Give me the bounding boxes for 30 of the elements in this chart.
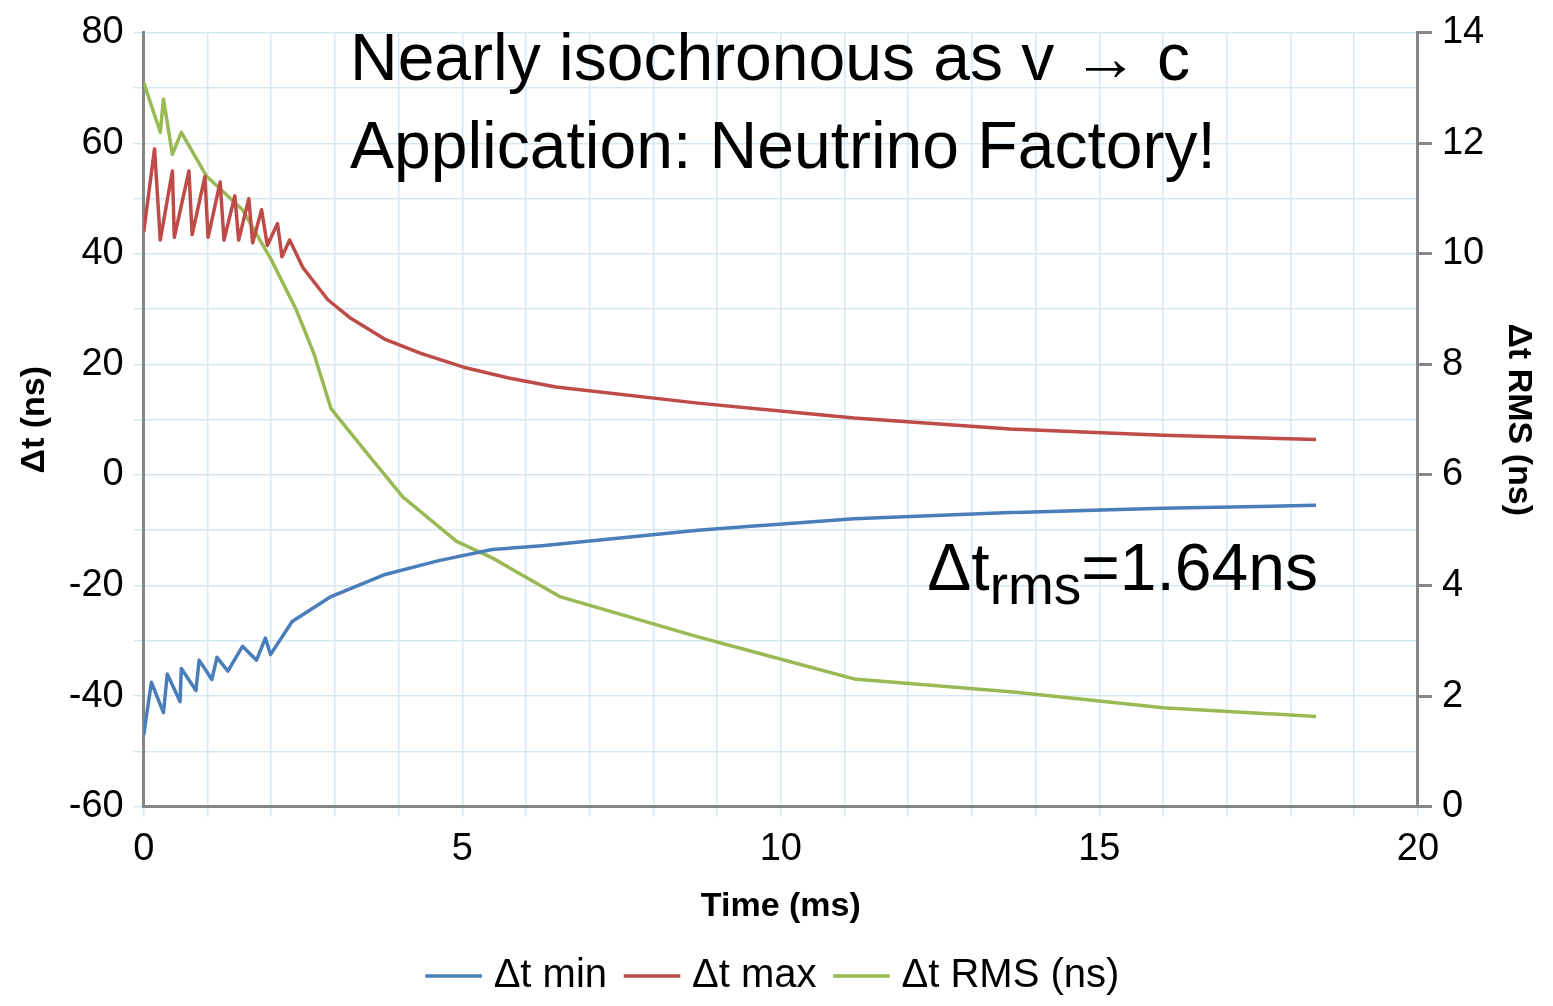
- y2-tick-label: 12: [1441, 119, 1485, 162]
- y-tick-label: -40: [68, 672, 124, 715]
- x-tick-label: 5: [451, 825, 473, 868]
- y2-axis-title: Δt RMS (ns): [1502, 323, 1541, 516]
- legend-label: Δt min: [493, 951, 608, 996]
- x-axis-title: Time (ms): [700, 884, 861, 923]
- legend-label: Δt RMS (ns): [901, 951, 1120, 996]
- y-tick-label: 20: [81, 340, 124, 383]
- x-tick-label: 10: [759, 825, 802, 868]
- y2-tick-label: 6: [1441, 451, 1464, 494]
- annotation: Application: Neutrino Factory!: [350, 108, 1216, 184]
- y2-tick-label: 0: [1441, 783, 1464, 826]
- x-tick-label: 20: [1396, 825, 1440, 868]
- y-tick-label: -20: [68, 562, 124, 604]
- y2-tick-label: 10: [1441, 230, 1485, 273]
- y-tick-label: 40: [81, 230, 124, 273]
- legend-label: Δt max: [692, 951, 817, 996]
- y2-tick-label: 2: [1441, 672, 1464, 715]
- y2-tick-label: 4: [1441, 562, 1464, 604]
- y-tick-label: 60: [81, 119, 124, 162]
- x-tick-label: 0: [133, 825, 155, 868]
- y2-tick-label: 8: [1441, 340, 1464, 383]
- x-tick-label: 15: [1078, 825, 1121, 868]
- annotation: Nearly isochronous as v → c: [350, 20, 1190, 96]
- y-tick-label: -60: [68, 783, 124, 826]
- y-tick-label: 80: [81, 9, 124, 52]
- annotation: Δt$_{rms}$=1.64ns: [927, 530, 1318, 618]
- y2-tick-label: 14: [1441, 9, 1485, 52]
- y-axis-title: Δt (ns): [12, 365, 51, 474]
- y-tick-label: 0: [102, 451, 124, 494]
